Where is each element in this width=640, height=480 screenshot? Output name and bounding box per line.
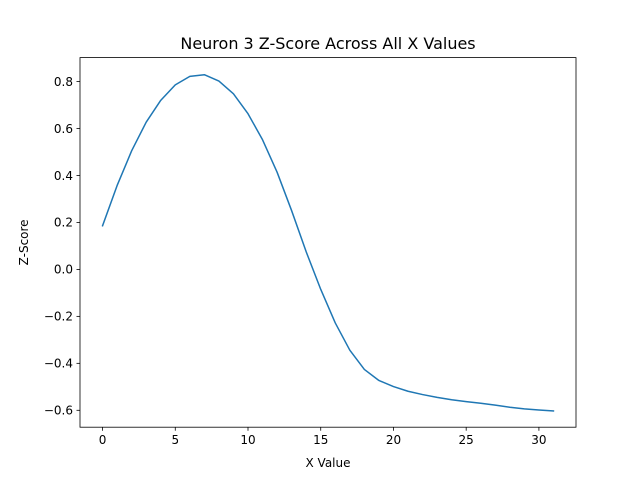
- y-tick-label: 0.4: [54, 169, 73, 183]
- y-tick-label: −0.6: [44, 404, 73, 418]
- y-axis-label: Z-Score: [17, 219, 31, 265]
- chart-title: Neuron 3 Z-Score Across All X Values: [180, 34, 475, 53]
- x-tick-label: 30: [531, 433, 546, 447]
- x-axis-label: X Value: [306, 456, 351, 470]
- x-tick-label: 20: [386, 433, 401, 447]
- y-tick-label: 0.8: [54, 75, 73, 89]
- series-line: [101, 73, 555, 412]
- axes-frame: [79, 57, 577, 428]
- y-tick-label: 0.2: [54, 216, 73, 230]
- x-axis-ticks: 0 5 10 15 20 25 30: [99, 427, 547, 447]
- y-tick-label: 0.6: [54, 122, 73, 136]
- x-tick-label: 5: [171, 433, 179, 447]
- plot-area: 0 5 10 15 20 25 30 −0.6 −0.4 −0.2 0.0 0.2 0.4 0.6 0.8: [44, 57, 577, 447]
- y-tick-label: 0.0: [54, 263, 73, 277]
- y-axis-ticks: −0.6 −0.4 −0.2 0.0 0.2 0.4 0.6 0.8: [44, 75, 80, 418]
- x-tick-label: 10: [240, 433, 255, 447]
- y-tick-label: −0.2: [44, 310, 73, 324]
- y-tick-label: −0.4: [44, 357, 73, 371]
- series-layer: [101, 73, 555, 412]
- x-tick-label: 15: [313, 433, 328, 447]
- x-tick-label: 0: [99, 433, 107, 447]
- x-tick-label: 25: [459, 433, 474, 447]
